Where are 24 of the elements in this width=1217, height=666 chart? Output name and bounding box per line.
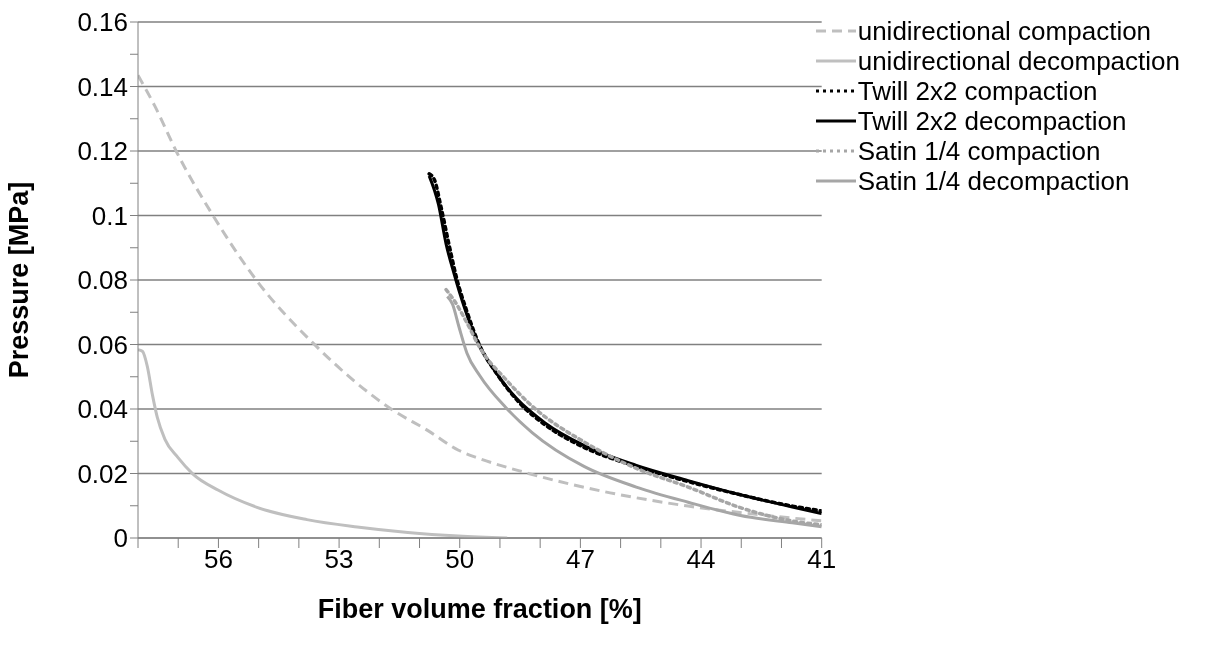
- y-tick-label: 0: [113, 523, 128, 554]
- x-tick-label: 41: [807, 544, 837, 575]
- legend-label: Satin 1/4 decompaction: [857, 166, 1130, 196]
- legend-label: Twill 2x2 compaction: [857, 76, 1098, 106]
- y-tick-label: 0.08: [77, 265, 128, 296]
- y-tick-label: 0.1: [91, 200, 128, 231]
- y-tick-label: 0.02: [77, 458, 128, 489]
- y-tick-label: 0.14: [77, 71, 128, 102]
- y-tick-label: 0.06: [77, 329, 128, 360]
- legend-label: Satin 1/4 compaction: [857, 136, 1101, 166]
- x-tick-label: 44: [686, 544, 716, 575]
- y-axis-title: Pressure [MPa]: [3, 181, 34, 379]
- legend-label: unidirectional decompaction: [857, 46, 1180, 76]
- y-tick-label: 0.12: [77, 136, 128, 167]
- x-tick-label: 56: [203, 544, 233, 575]
- x-tick-label: 50: [445, 544, 475, 575]
- y-tick-label: 0.16: [77, 7, 128, 38]
- line-series: [138, 348, 509, 538]
- legend-label: Twill 2x2 decompaction: [857, 106, 1127, 136]
- x-axis-title: Fiber volume fraction [%]: [317, 594, 642, 624]
- x-tick-label: 47: [565, 544, 595, 575]
- legend-label: unidirectional compaction: [857, 16, 1152, 46]
- x-tick-label: 53: [324, 544, 354, 575]
- y-tick-label: 0.04: [77, 394, 128, 425]
